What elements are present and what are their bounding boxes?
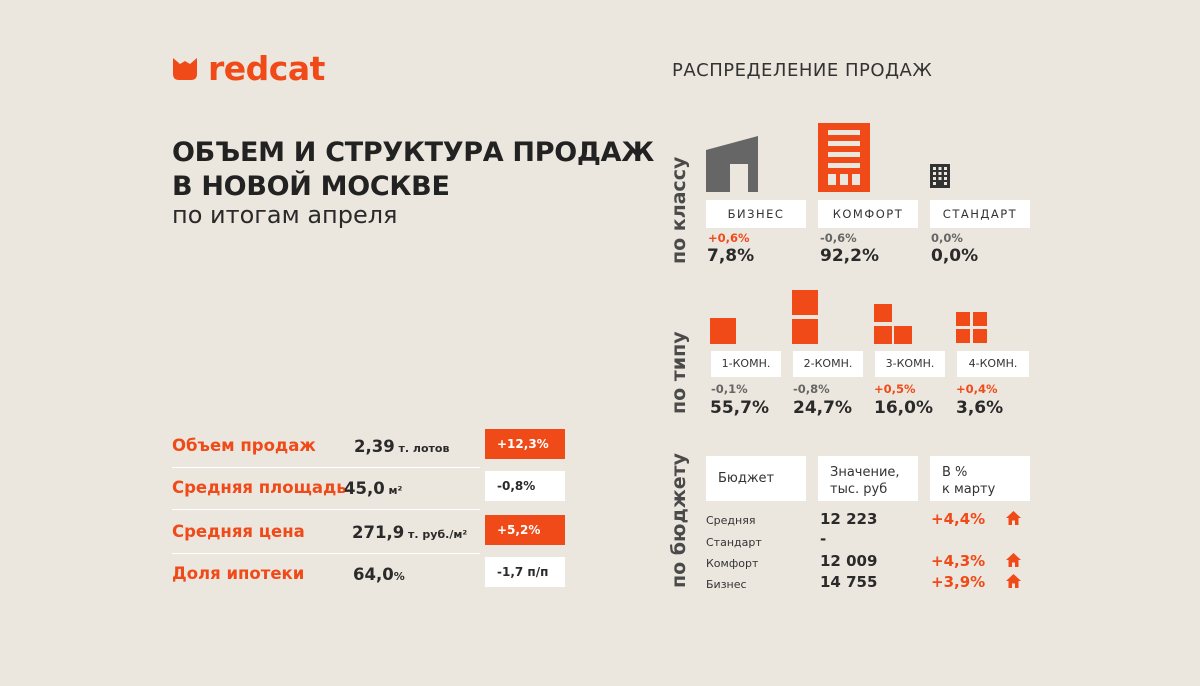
metric-label: Объем продаж — [172, 436, 316, 455]
divider — [172, 553, 480, 554]
metric-value: 45,0 м² — [344, 479, 403, 498]
budget-row-value: 14 755 — [820, 573, 878, 591]
class-change: 0,0% — [931, 231, 963, 245]
type-box-1: 1-КОМН. — [711, 351, 781, 377]
type-box-4: 4-КОМН. — [957, 351, 1029, 377]
budget-row-value: - — [820, 530, 827, 548]
budget-header-pct: В % к марту — [930, 456, 1030, 501]
budget-row-name: Бизнес — [706, 578, 747, 591]
by-budget-label: по бюджету — [668, 452, 690, 588]
type-change: -0,8% — [793, 382, 830, 396]
house-up-icon — [1006, 511, 1021, 525]
budget-row-name: Комфорт — [706, 557, 759, 570]
title-line-2: В НОВОЙ МОСКВЕ — [172, 171, 450, 202]
metric-change-badge: +5,2% — [485, 515, 565, 545]
metric-row: Средняя цена 271,9 т. руб./м² +5,2% — [172, 510, 568, 554]
metric-row: Средняя площадь 45,0 м² -0,8% — [172, 466, 568, 510]
brand-logo: redcat — [172, 48, 325, 88]
budget-header-value: Значение, тыс. руб — [818, 456, 918, 501]
class-box-comfort: КОМФОРТ — [818, 200, 918, 228]
budget-row-pct: +4,4% — [931, 510, 986, 528]
class-share: 0,0% — [931, 246, 979, 266]
class-share: 7,8% — [707, 246, 755, 266]
metric-row: Объем продаж 2,39 т. лотов +12,3% — [172, 424, 568, 468]
three-room-icon — [874, 304, 912, 344]
class-box-business: БИЗНЕС — [706, 200, 806, 228]
four-room-icon — [956, 312, 987, 343]
budget-row-value: 12 223 — [820, 510, 878, 528]
type-share: 16,0% — [874, 398, 933, 418]
metric-change-badge: -1,7 п/п — [485, 557, 565, 587]
metric-value: 271,9 т. руб./м² — [352, 523, 468, 542]
type-change: +0,4% — [956, 382, 998, 396]
type-share: 3,6% — [956, 398, 1004, 418]
budget-row-name: Средняя — [706, 514, 756, 527]
two-room-icon — [792, 290, 818, 344]
business-building-icon — [706, 136, 758, 192]
budget-header-name: Бюджет — [706, 456, 806, 501]
page-title: ОБЪЕМ И СТРУКТУРА ПРОДАЖ В НОВОЙ МОСКВЕ — [172, 136, 654, 204]
brand-name: redcat — [208, 48, 325, 88]
by-type-label: по типу — [668, 331, 690, 414]
class-change: +0,6% — [708, 231, 750, 245]
house-up-icon — [1006, 574, 1021, 588]
metric-change-badge: -0,8% — [485, 471, 565, 501]
type-box-2: 2-КОМН. — [793, 351, 863, 377]
class-box-standard: СТАНДАРТ — [930, 200, 1030, 228]
divider — [172, 467, 480, 468]
metric-value: 2,39 т. лотов — [354, 437, 450, 456]
page-subtitle: по итогам апреля — [172, 201, 398, 229]
class-change: -0,6% — [820, 231, 857, 245]
cat-logo-icon — [173, 58, 197, 80]
type-box-3: 3-КОМН. — [875, 351, 945, 377]
standard-building-icon — [930, 164, 950, 188]
house-up-icon — [1006, 553, 1021, 567]
one-room-icon — [710, 318, 736, 344]
metric-row: Доля ипотеки 64,0% -1,7 п/п — [172, 552, 568, 596]
type-share: 55,7% — [710, 398, 769, 418]
by-class-label: по классу — [668, 156, 690, 264]
budget-row-pct: +4,3% — [931, 552, 986, 570]
class-share: 92,2% — [820, 246, 879, 266]
comfort-building-icon — [818, 123, 870, 192]
budget-row-value: 12 009 — [820, 552, 878, 570]
title-line-1: ОБЪЕМ И СТРУКТУРА ПРОДАЖ — [172, 137, 654, 168]
metric-label: Средняя цена — [172, 522, 305, 541]
budget-row-pct: +3,9% — [931, 573, 986, 591]
type-share: 24,7% — [793, 398, 852, 418]
divider — [172, 509, 480, 510]
metric-value: 64,0% — [353, 565, 405, 584]
distribution-title: РАСПРЕДЕЛЕНИЕ ПРОДАЖ — [672, 60, 933, 81]
budget-row-name: Стандарт — [706, 536, 762, 549]
metric-label: Средняя площадь — [172, 478, 347, 497]
type-change: +0,5% — [874, 382, 916, 396]
type-change: -0,1% — [711, 382, 748, 396]
metric-change-badge: +12,3% — [485, 429, 565, 459]
metric-label: Доля ипотеки — [172, 564, 305, 583]
